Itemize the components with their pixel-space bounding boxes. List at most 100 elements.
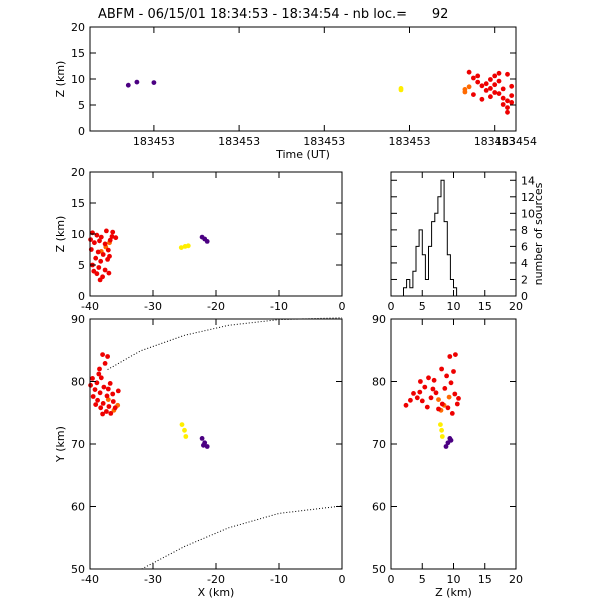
source-point: [151, 80, 157, 85]
source-point: [105, 397, 111, 402]
source-point: [451, 369, 456, 374]
y-tick-label: 6: [521, 240, 528, 253]
histogram-bin: [410, 288, 413, 296]
y-tick-label: 80: [71, 376, 85, 389]
source-point: [475, 73, 481, 79]
x-tick-label: 20: [509, 573, 523, 586]
source-point: [106, 270, 112, 276]
y-tick-label: 60: [372, 501, 386, 514]
source-point: [500, 102, 506, 107]
source-point: [204, 444, 210, 449]
source-point: [95, 397, 100, 403]
x-tick-label: -20: [207, 300, 225, 313]
source-point: [97, 390, 103, 396]
source-point: [98, 258, 104, 264]
plot-frame: [89, 318, 343, 570]
source-point: [408, 397, 413, 403]
x-tick-label: 183454: [495, 135, 537, 148]
source-point: [509, 93, 515, 98]
source-point: [483, 88, 489, 93]
source-point: [500, 86, 506, 92]
source-point: [115, 388, 121, 394]
source-point: [108, 411, 114, 416]
source-point: [466, 69, 472, 75]
source-point: [105, 354, 110, 359]
source-point: [475, 79, 481, 85]
source-point: [98, 375, 104, 381]
x-tick-label: -40: [81, 300, 99, 313]
source-point: [102, 361, 108, 366]
source-point: [403, 402, 409, 408]
source-point: [182, 427, 187, 433]
source-point: [436, 406, 441, 412]
source-point: [101, 384, 107, 390]
source-point: [92, 387, 98, 392]
source-point: [456, 396, 461, 401]
y-tick-label: 80: [372, 376, 386, 389]
source-point: [505, 105, 510, 110]
source-point: [112, 405, 118, 411]
source-point: [488, 86, 493, 91]
source-point: [447, 354, 453, 359]
source-point: [125, 82, 131, 88]
y-tick-label: 14: [521, 174, 535, 187]
plot-frame: [390, 171, 517, 297]
x-tick-label: 0: [339, 573, 346, 586]
plot-frame: [390, 318, 517, 570]
time-height-panel: 183453 183453 183453 183453 1834531834540510…: [54, 21, 537, 161]
source-point: [107, 381, 113, 386]
plan-view-panel: -40 -30 -20 -10 0 50 60 70 80 90 X (km) Y (km): [54, 313, 346, 599]
source-point: [454, 401, 460, 407]
y-tick-label: 2: [521, 273, 528, 286]
source-point: [100, 401, 106, 406]
figure-title: ABFM - 06/15/01 18:34:53 - 18:34:54 - nb…: [98, 7, 448, 22]
y-tick-label: 15: [71, 47, 85, 60]
source-point: [462, 87, 468, 92]
source-point: [105, 247, 111, 253]
x-tick-label: 15: [478, 300, 492, 313]
source-point: [93, 402, 99, 407]
y-tick-label: 12: [521, 191, 535, 204]
source-point: [449, 411, 455, 416]
x-tick-label: 20: [509, 300, 523, 313]
source-point: [452, 391, 458, 397]
source-point: [471, 92, 476, 97]
source-point: [113, 235, 119, 241]
source-point: [110, 399, 116, 404]
source-point: [492, 73, 498, 79]
source-point: [102, 241, 108, 247]
source-point: [398, 86, 404, 91]
source-point: [500, 95, 506, 101]
source-point: [439, 427, 444, 433]
source-point: [422, 384, 428, 390]
source-point: [97, 277, 103, 283]
plot-frame: [89, 26, 517, 132]
histogram-bin: [435, 213, 438, 296]
source-point: [439, 401, 445, 407]
source-point: [411, 391, 416, 396]
source-point: [492, 82, 498, 88]
source-point: [492, 90, 498, 95]
x-axis-label: Time (UT): [275, 148, 330, 161]
x-tick-label: 5: [419, 300, 426, 313]
x-tick-label: 0: [339, 300, 346, 313]
source-point: [102, 267, 108, 273]
source-point: [444, 373, 449, 379]
x-tick-label: 0: [388, 573, 395, 586]
source-point: [91, 268, 97, 274]
source-point: [110, 229, 116, 235]
y-tick-label: 70: [372, 438, 386, 451]
source-point: [204, 239, 210, 244]
y-tick-label: 60: [71, 501, 85, 514]
histogram-bin: [425, 280, 428, 297]
y-tick-label: 70: [71, 438, 85, 451]
source-point: [428, 395, 434, 401]
x-tick-label: -30: [144, 300, 162, 313]
source-point: [88, 382, 93, 388]
source-point: [483, 81, 489, 87]
y-tick-label: 90: [71, 313, 85, 326]
y-tick-label: 20: [71, 21, 85, 34]
x-tick-label: -20: [207, 573, 225, 586]
